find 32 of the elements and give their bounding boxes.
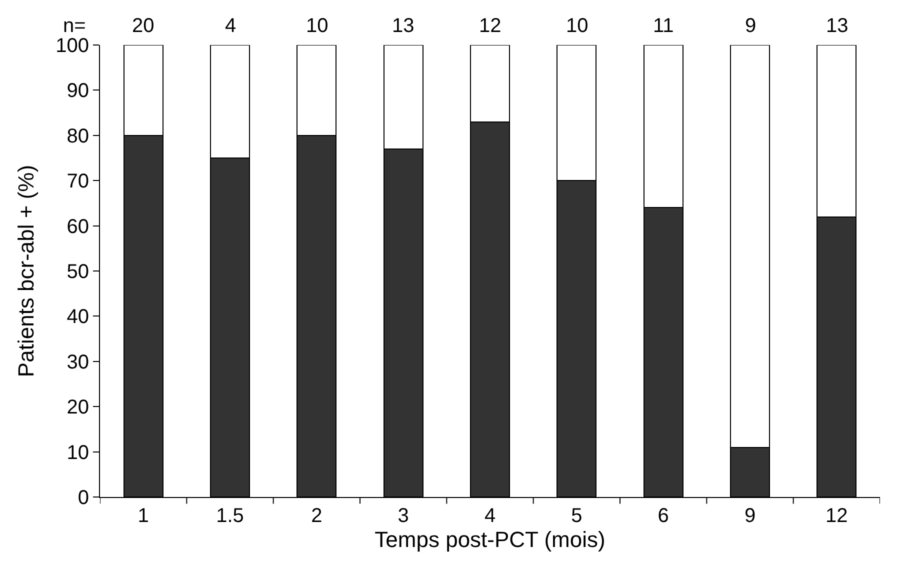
text: 4	[225, 15, 236, 37]
x-tick-label: 3	[398, 505, 409, 527]
text: 11	[653, 15, 674, 37]
text: n=	[63, 15, 86, 37]
y-tick-label: 100	[56, 35, 89, 57]
text: 9	[745, 15, 756, 37]
y-tick-label: 10	[66, 442, 89, 464]
text: 20	[132, 15, 154, 37]
x-tick-label: 6	[658, 505, 669, 527]
y-tick-label: 70	[66, 170, 89, 193]
x-tick-label: 12	[826, 505, 848, 527]
y-tick-label: 50	[66, 261, 89, 283]
text: 13	[826, 15, 848, 37]
x-tick-label: 1.5	[216, 505, 244, 527]
y-tick-label: 30	[66, 351, 89, 374]
y-tick-label: 90	[66, 80, 89, 102]
y-tick-label: 80	[66, 125, 89, 148]
x-tick-label: 2	[311, 505, 322, 527]
y-tick-label: 20	[66, 396, 89, 419]
y-axis-title: Patients bcr-abl + (%)	[13, 164, 38, 378]
x-axis-title: Temps post-PCT (mois)	[374, 527, 606, 552]
y-tick-label: 0	[78, 487, 89, 509]
text: 10	[566, 15, 588, 37]
y-tick-label: 40	[66, 306, 89, 328]
x-tick-label: 9	[744, 505, 756, 527]
x-tick-label: 1	[138, 505, 149, 527]
text: 13	[392, 15, 414, 37]
y-tick-label: 60	[66, 216, 89, 238]
text: 12	[479, 15, 502, 37]
x-tick-label: 4	[484, 505, 496, 527]
x-tick-label: 5	[571, 505, 582, 527]
text: 10	[306, 15, 328, 37]
